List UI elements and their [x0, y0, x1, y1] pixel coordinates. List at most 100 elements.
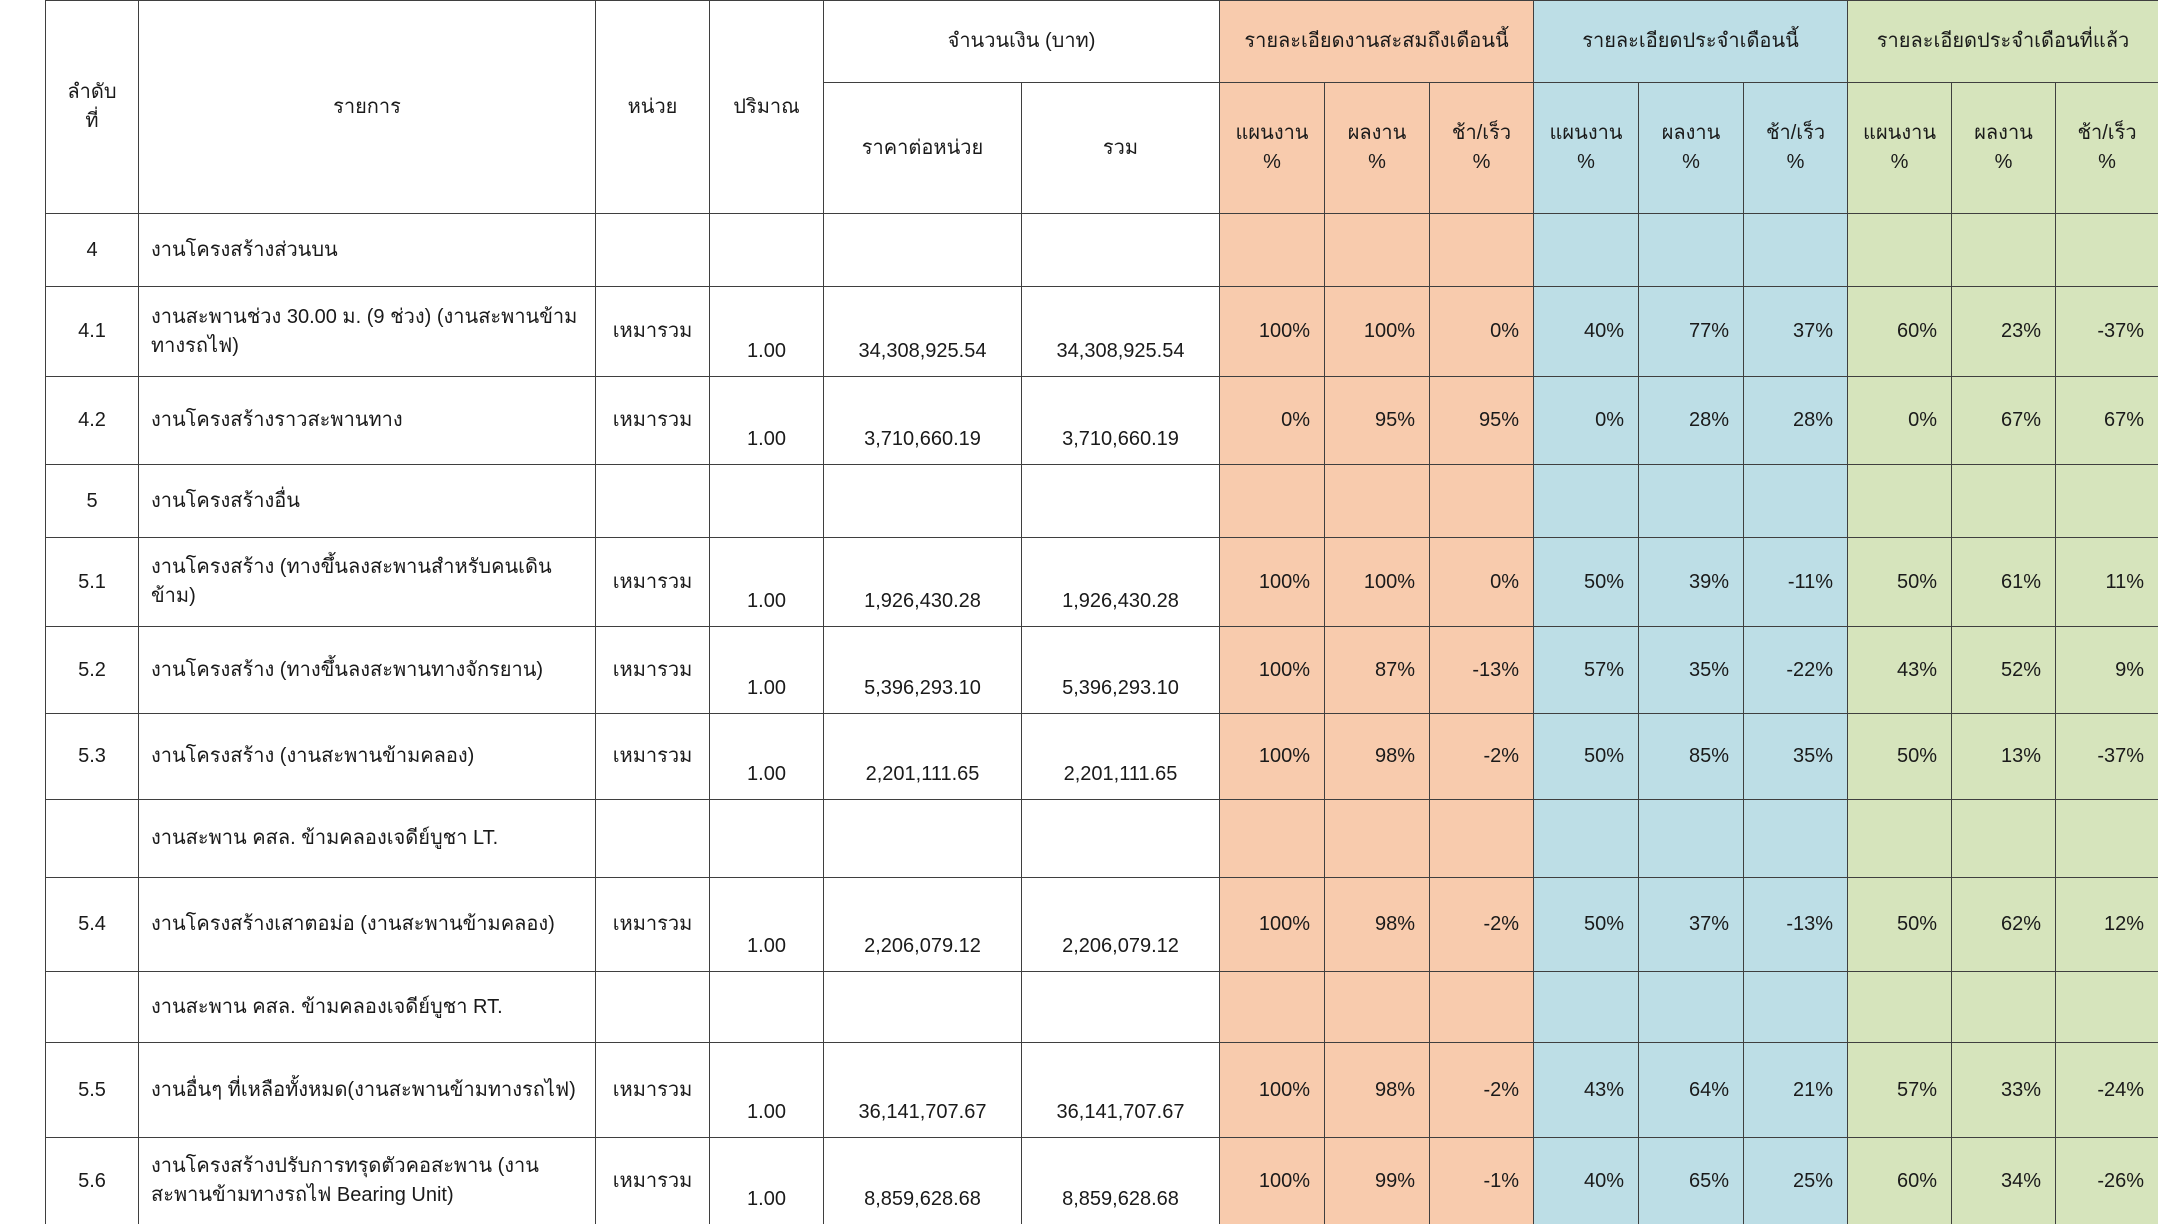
header-cum-plan: แผนงาน %: [1219, 82, 1326, 214]
last-month-actual-value: 62%: [1951, 877, 2057, 972]
row-qty: 1.00: [709, 376, 824, 465]
this-month-diff-value: 21%: [1743, 1042, 1849, 1138]
row-no: 5.3: [45, 713, 139, 800]
cumulative-actual-value: [1324, 464, 1431, 538]
last-month-diff-value: 11%: [2055, 537, 2158, 627]
table-row: 5.2 งานโครงสร้าง (ทางขึ้นลงสะพานทางจักรยา…: [45, 626, 2158, 714]
row-qty: 1.00: [709, 1042, 824, 1138]
header-unit: หน่วย: [595, 0, 710, 214]
cumulative-plan-value: 100%: [1219, 877, 1326, 972]
row-total: 2,201,111.65: [1020, 713, 1221, 800]
row-unit-price: 36,141,707.67: [823, 1042, 1022, 1138]
this-month-plan-value: 40%: [1533, 286, 1640, 377]
table-row: 5.3 งานโครงสร้าง (งานสะพานข้ามคลอง) เหมารว…: [45, 713, 2158, 800]
this-month-diff-value: -11%: [1743, 537, 1849, 627]
row-item: งานโครงสร้างเสาตอม่อ (งานสะพานข้ามคลอง): [138, 877, 596, 972]
header-amount-group: จำนวนเงิน (บาท): [822, 0, 1221, 83]
this-month-actual-value: 85%: [1638, 713, 1745, 800]
this-month-diff-value: [1743, 971, 1849, 1043]
cumulative-plan-value: 100%: [1219, 537, 1326, 627]
cumulative-diff-value: [1429, 971, 1535, 1043]
row-no: 5: [45, 464, 139, 538]
header-month-actual: ผลงาน %: [1638, 82, 1745, 214]
last-month-actual-value: 67%: [1951, 376, 2057, 465]
row-qty: 1.00: [709, 626, 824, 714]
row-unit-price: 2,206,079.12: [823, 877, 1022, 972]
last-month-plan-value: 50%: [1847, 877, 1953, 972]
last-month-plan-value: 0%: [1847, 376, 1953, 465]
this-month-actual-value: [1638, 464, 1745, 538]
row-item: งานโครงสร้างปรับการทรุดตัวคอสะพาน (งานสะ…: [138, 1137, 596, 1224]
this-month-plan-value: 0%: [1533, 376, 1640, 465]
table-row: 4.1 งานสะพานช่วง 30.00 ม. (9 ช่วง) (งานสะ…: [45, 286, 2158, 377]
table-header: ลำดับ ที่ รายการ หน่วย ปริมาณ จำนวนเงิน …: [45, 0, 2158, 214]
cumulative-actual-value: 98%: [1324, 713, 1431, 800]
row-unit: เหมารวม: [595, 376, 710, 465]
row-no: [45, 971, 139, 1043]
this-month-actual-value: 37%: [1638, 877, 1745, 972]
last-month-actual-value: [1951, 971, 2057, 1043]
header-total: รวม: [1020, 82, 1221, 214]
last-month-diff-value: -37%: [2055, 286, 2158, 377]
table-row: 5.5 งานอื่นๆ ที่เหลือทั้งหมด(งานสะพานข้าม…: [45, 1042, 2158, 1138]
last-month-plan-value: 60%: [1847, 286, 1953, 377]
header-group-this-month: รายละเอียดประจำเดือนนี้: [1533, 0, 1849, 83]
header-prev-actual: ผลงาน %: [1951, 82, 2057, 214]
last-month-plan-value: 60%: [1847, 1137, 1953, 1224]
this-month-plan-value: [1533, 464, 1640, 538]
last-month-plan-value: 57%: [1847, 1042, 1953, 1138]
last-month-diff-value: -24%: [2055, 1042, 2158, 1138]
row-total: 5,396,293.10: [1020, 626, 1221, 714]
cumulative-plan-value: [1219, 799, 1326, 878]
row-qty: 1.00: [709, 877, 824, 972]
row-unit: [595, 971, 710, 1043]
row-no: 5.6: [45, 1137, 139, 1224]
last-month-diff-value: 9%: [2055, 626, 2158, 714]
cumulative-plan-value: [1219, 971, 1326, 1043]
row-no: 4.1: [45, 286, 139, 377]
row-unit: [595, 799, 710, 878]
table-body: 4 งานโครงสร้างส่วนบน 4.1 งานสะพานช่วง 30.00…: [45, 213, 2158, 1224]
cumulative-actual-value: 87%: [1324, 626, 1431, 714]
this-month-plan-value: 50%: [1533, 537, 1640, 627]
row-qty: 1.00: [709, 1137, 824, 1224]
row-total: [1020, 971, 1221, 1043]
this-month-actual-value: 28%: [1638, 376, 1745, 465]
row-unit-price: 2,201,111.65: [823, 713, 1022, 800]
last-month-plan-value: [1847, 799, 1953, 878]
row-qty: [709, 971, 824, 1043]
this-month-plan-value: [1533, 799, 1640, 878]
row-unit: [595, 464, 710, 538]
table-row: งานสะพาน คสล. ข้ามคลองเจดีย์บูชา RT.: [45, 971, 2158, 1043]
this-month-diff-value: -22%: [1743, 626, 1849, 714]
row-unit: [595, 213, 710, 287]
cumulative-diff-value: -2%: [1429, 877, 1535, 972]
last-month-diff-value: [2055, 971, 2158, 1043]
last-month-actual-value: 23%: [1951, 286, 2057, 377]
header-qty: ปริมาณ: [709, 0, 824, 214]
row-unit-price: 8,859,628.68: [823, 1137, 1022, 1224]
this-month-actual-value: 35%: [1638, 626, 1745, 714]
row-unit: เหมารวม: [595, 1042, 710, 1138]
row-no: 5.4: [45, 877, 139, 972]
last-month-plan-value: 43%: [1847, 626, 1953, 714]
cumulative-plan-value: 100%: [1219, 286, 1326, 377]
row-unit-price: 5,396,293.10: [823, 626, 1022, 714]
this-month-actual-value: 77%: [1638, 286, 1745, 377]
this-month-plan-value: 50%: [1533, 877, 1640, 972]
cumulative-diff-value: 0%: [1429, 286, 1535, 377]
row-item: งานสะพาน คสล. ข้ามคลองเจดีย์บูชา RT.: [138, 971, 596, 1043]
last-month-actual-value: [1951, 464, 2057, 538]
row-no: 5.5: [45, 1042, 139, 1138]
this-month-actual-value: [1638, 213, 1745, 287]
this-month-plan-value: [1533, 213, 1640, 287]
construction-progress-table: ลำดับ ที่ รายการ หน่วย ปริมาณ จำนวนเงิน …: [45, 0, 2158, 1224]
table-row: 5.1 งานโครงสร้าง (ทางขึ้นลงสะพานสำหรับคนเ…: [45, 537, 2158, 627]
cumulative-actual-value: 98%: [1324, 1042, 1431, 1138]
row-qty: 1.00: [709, 537, 824, 627]
header-group-cumulative: รายละเอียดงานสะสมถึงเดือนนี้: [1219, 0, 1535, 83]
row-item: งานโครงสร้างส่วนบน: [138, 213, 596, 287]
row-qty: [709, 213, 824, 287]
row-total: [1020, 213, 1221, 287]
cumulative-diff-value: [1429, 213, 1535, 287]
